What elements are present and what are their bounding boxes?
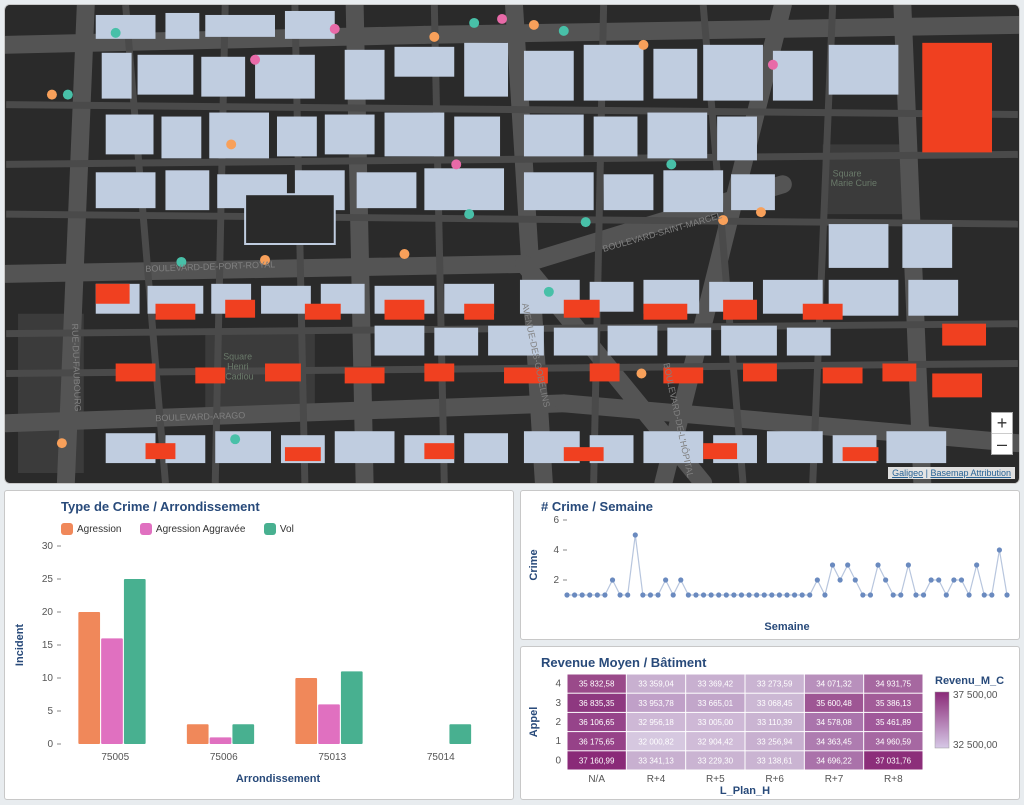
line-chart-panel: # Crime / Semaine 2 4 6 Crime Semaine [520, 490, 1020, 640]
svg-text:33 953,78: 33 953,78 [638, 699, 674, 708]
svg-text:2: 2 [553, 575, 559, 586]
svg-text:35 386,13: 35 386,13 [876, 699, 912, 708]
svg-text:37 160,99: 37 160,99 [579, 757, 615, 766]
svg-text:75013: 75013 [318, 752, 346, 763]
svg-text:35 832,58: 35 832,58 [579, 680, 615, 689]
bar-chart-panel: Type de Crime / Arrondissement Agression… [4, 490, 514, 800]
bar-chart-legend: Agression Agression Aggravée Vol [5, 516, 513, 540]
svg-text:4: 4 [555, 679, 561, 690]
zoom-control: + – [991, 412, 1013, 455]
svg-text:Square: Square [223, 352, 252, 362]
attrib-basemap[interactable]: Basemap Attribution [930, 468, 1011, 478]
svg-text:34 363,45: 34 363,45 [816, 737, 852, 746]
svg-text:35 600,48: 35 600,48 [816, 699, 852, 708]
svg-text:75005: 75005 [101, 752, 129, 763]
legend-vol[interactable]: Vol [264, 523, 294, 535]
svg-text:34 071,32: 34 071,32 [816, 680, 852, 689]
svg-text:Incident: Incident [14, 624, 26, 667]
svg-text:34 960,59: 34 960,59 [876, 737, 912, 746]
svg-text:33 665,01: 33 665,01 [698, 699, 734, 708]
svg-text:33 138,61: 33 138,61 [757, 757, 793, 766]
svg-text:L_Plan_H: L_Plan_H [720, 785, 770, 796]
svg-text:33 110,39: 33 110,39 [757, 718, 793, 727]
svg-text:37 031,76: 37 031,76 [876, 757, 912, 766]
svg-text:30: 30 [42, 541, 54, 552]
svg-text:25: 25 [42, 574, 54, 585]
svg-text:35 461,89: 35 461,89 [876, 718, 912, 727]
svg-text:36 175,65: 36 175,65 [579, 737, 615, 746]
svg-text:6: 6 [553, 516, 559, 526]
svg-text:R+4: R+4 [647, 774, 666, 785]
svg-text:32 904,42: 32 904,42 [698, 737, 734, 746]
svg-text:R+5: R+5 [706, 774, 725, 785]
heatmap-panel: Revenue Moyen / Bâtiment 35 832,58 33 359… [520, 646, 1020, 800]
svg-text:33 359,04: 33 359,04 [638, 680, 674, 689]
svg-text:33 369,42: 33 369,42 [698, 680, 734, 689]
legend-agression-aggravee[interactable]: Agression Aggravée [140, 523, 246, 535]
svg-text:75006: 75006 [210, 752, 238, 763]
svg-text:34 931,75: 34 931,75 [876, 680, 912, 689]
svg-text:R+8: R+8 [884, 774, 903, 785]
svg-text:34 578,08: 34 578,08 [816, 718, 852, 727]
svg-text:R+7: R+7 [825, 774, 844, 785]
svg-text:Semaine: Semaine [764, 621, 809, 633]
svg-text:32 500,00: 32 500,00 [953, 740, 998, 751]
svg-text:10: 10 [42, 673, 54, 684]
line-chart-svg[interactable]: 2 4 6 Crime Semaine [521, 516, 1019, 636]
svg-text:2: 2 [555, 717, 561, 728]
svg-text:Marie Curie: Marie Curie [831, 178, 877, 188]
svg-text:36 106,65: 36 106,65 [579, 718, 615, 727]
svg-text:33 273,59: 33 273,59 [757, 680, 793, 689]
svg-text:33 005,00: 33 005,00 [698, 718, 734, 727]
svg-text:33 068,45: 33 068,45 [757, 699, 793, 708]
svg-text:32 956,18: 32 956,18 [638, 718, 674, 727]
svg-text:15: 15 [42, 640, 54, 651]
svg-text:37 500,00: 37 500,00 [953, 690, 998, 701]
svg-text:34 696,22: 34 696,22 [816, 757, 852, 766]
svg-text:N/A: N/A [588, 774, 605, 785]
attrib-galigeo[interactable]: Galigeo [892, 468, 923, 478]
zoom-out-button[interactable]: – [992, 434, 1012, 454]
svg-text:33 256,94: 33 256,94 [757, 737, 793, 746]
heatmap-svg[interactable]: 35 832,5833 359,0433 369,4233 273,5934 0… [521, 672, 1019, 796]
svg-text:32 000,82: 32 000,82 [638, 737, 674, 746]
svg-text:Cadiou: Cadiou [225, 371, 253, 381]
svg-text:Square: Square [833, 168, 862, 178]
bar-chart-svg[interactable]: 0 5 10 15 20 25 30 75005 75006 75013 75014 Incident… [5, 540, 515, 790]
bar-chart-title: Type de Crime / Arrondissement [5, 491, 513, 516]
svg-text:36 835,35: 36 835,35 [579, 699, 615, 708]
svg-text:5: 5 [47, 706, 53, 717]
svg-text:33 229,30: 33 229,30 [698, 757, 734, 766]
svg-text:1: 1 [555, 736, 561, 747]
svg-text:0: 0 [47, 739, 53, 750]
svg-text:4: 4 [553, 545, 559, 556]
svg-text:Henri: Henri [227, 361, 248, 371]
line-chart-title: # Crime / Semaine [521, 491, 1019, 516]
heatmap-title: Revenue Moyen / Bâtiment [521, 647, 1019, 672]
svg-text:0: 0 [555, 755, 561, 766]
legend-agression[interactable]: Agression [61, 523, 121, 535]
svg-text:R+6: R+6 [765, 774, 784, 785]
svg-text:Appel: Appel [528, 707, 540, 738]
map-attribution: Galigeo | Basemap Attribution [888, 467, 1015, 479]
svg-text:20: 20 [42, 607, 54, 618]
map-svg[interactable]: BOULEVARD-DE-PORT-ROYAL BOULEVARD-ARAGO … [5, 5, 1019, 483]
svg-text:Arrondissement: Arrondissement [236, 773, 321, 785]
svg-text:3: 3 [555, 698, 561, 709]
map-panel[interactable]: BOULEVARD-DE-PORT-ROYAL BOULEVARD-ARAGO … [4, 4, 1020, 484]
svg-text:Revenu_M_C: Revenu_M_C [935, 675, 1004, 687]
svg-text:33 341,13: 33 341,13 [638, 757, 674, 766]
svg-text:75014: 75014 [427, 752, 455, 763]
zoom-in-button[interactable]: + [992, 413, 1012, 434]
svg-text:Crime: Crime [528, 549, 540, 580]
